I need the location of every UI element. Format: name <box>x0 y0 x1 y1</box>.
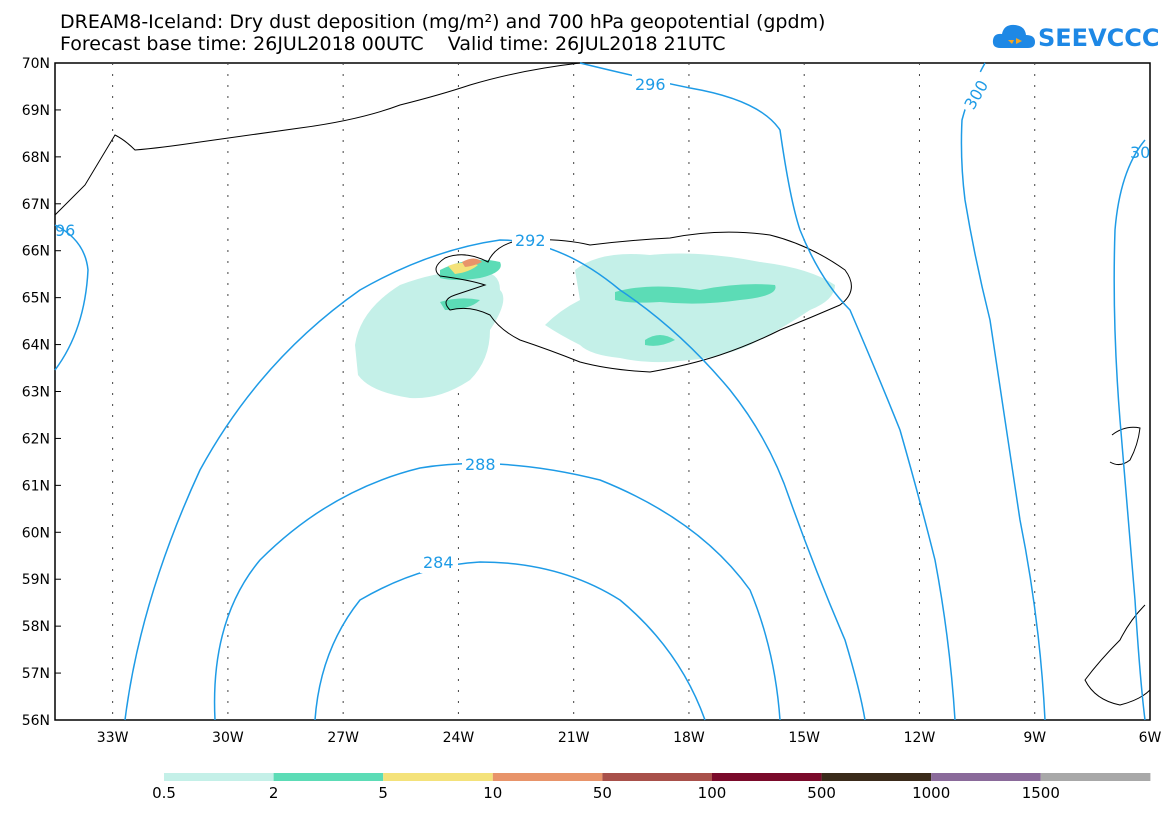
legend-label: 2 <box>268 784 279 802</box>
logo-text: SEEVCCC <box>1038 24 1160 52</box>
lon-tick-label: 15W <box>788 730 820 746</box>
lat-tick-label: 61N <box>22 478 50 494</box>
lat-tick-label: 60N <box>22 525 50 541</box>
lon-tick-label: 21W <box>558 730 590 746</box>
contour-label-284: 284 <box>423 553 454 572</box>
contour-label-96: 96 <box>55 221 75 240</box>
legend-label: 500 <box>807 784 836 802</box>
legend-label: 0.5 <box>152 784 176 802</box>
legend-swatch <box>383 773 493 781</box>
longitude-labels: 33W 30W 27W 24W 21W 18W 15W 12W 9W 6W <box>97 730 1162 746</box>
lat-tick-label: 65N <box>22 291 50 307</box>
geopotential-contours <box>54 62 1146 721</box>
map-frame <box>54 62 1151 721</box>
lat-tick-label: 57N <box>22 666 50 682</box>
lat-tick-label: 64N <box>22 338 50 354</box>
latitude-labels: 70N 69N 68N 67N 66N 65N 64N 63N 62N 61N 60N 59N 58N 5… <box>22 56 50 729</box>
lon-tick-label: 9W <box>1023 730 1046 746</box>
lat-tick-label: 68N <box>22 150 50 166</box>
coastlines <box>54 62 1151 706</box>
lon-tick-label: 27W <box>327 730 359 746</box>
lon-tick-label: 24W <box>443 730 475 746</box>
contour-label-30: 30 <box>1130 143 1150 162</box>
graticule <box>55 62 1036 721</box>
contour-label-296: 296 <box>635 75 666 94</box>
lon-tick-label: 18W <box>673 730 705 746</box>
dust-shading <box>355 253 835 399</box>
lon-tick-label: 12W <box>904 730 936 746</box>
legend-swatch <box>931 773 1041 781</box>
lat-tick-label: 56N <box>22 713 50 729</box>
lon-tick-label: 30W <box>212 730 244 746</box>
lat-tick-label: 58N <box>22 619 50 635</box>
contour-label-288: 288 <box>465 455 496 474</box>
lat-tick-label: 67N <box>22 197 50 213</box>
map-title: DREAM8-Iceland: Dry dust deposition (mg/… <box>60 11 826 33</box>
legend-label: 100 <box>697 784 727 802</box>
legend-swatch <box>492 773 603 781</box>
legend-swatch <box>712 773 822 781</box>
color-legend <box>164 773 1151 781</box>
lat-tick-label: 59N <box>22 572 50 588</box>
legend-swatch <box>821 773 932 781</box>
lon-tick-label: 33W <box>97 730 129 746</box>
lat-tick-label: 63N <box>22 385 50 401</box>
contour-label-292: 292 <box>515 231 546 250</box>
legend-label: 5 <box>378 784 388 802</box>
legend-label: 50 <box>592 784 612 802</box>
seevccc-logo: SEEVCCC <box>990 18 1160 58</box>
cloud-icon <box>992 24 1035 48</box>
lat-tick-label: 66N <box>22 244 50 260</box>
forecast-times: Forecast base time: 26JUL2018 00UTC Vali… <box>60 33 726 55</box>
legend-label: 1000 <box>912 784 951 802</box>
legend-swatch <box>1040 773 1151 781</box>
legend-swatch <box>273 773 384 781</box>
lon-tick-label: 6W <box>1139 730 1162 746</box>
legend-label: 1500 <box>1021 784 1060 802</box>
lat-tick-label: 62N <box>22 431 50 447</box>
legend-swatch <box>164 773 274 781</box>
lat-tick-label: 70N <box>22 56 50 72</box>
lat-tick-label: 69N <box>22 103 50 119</box>
legend-label: 10 <box>483 784 503 802</box>
legend-swatch <box>602 773 712 781</box>
